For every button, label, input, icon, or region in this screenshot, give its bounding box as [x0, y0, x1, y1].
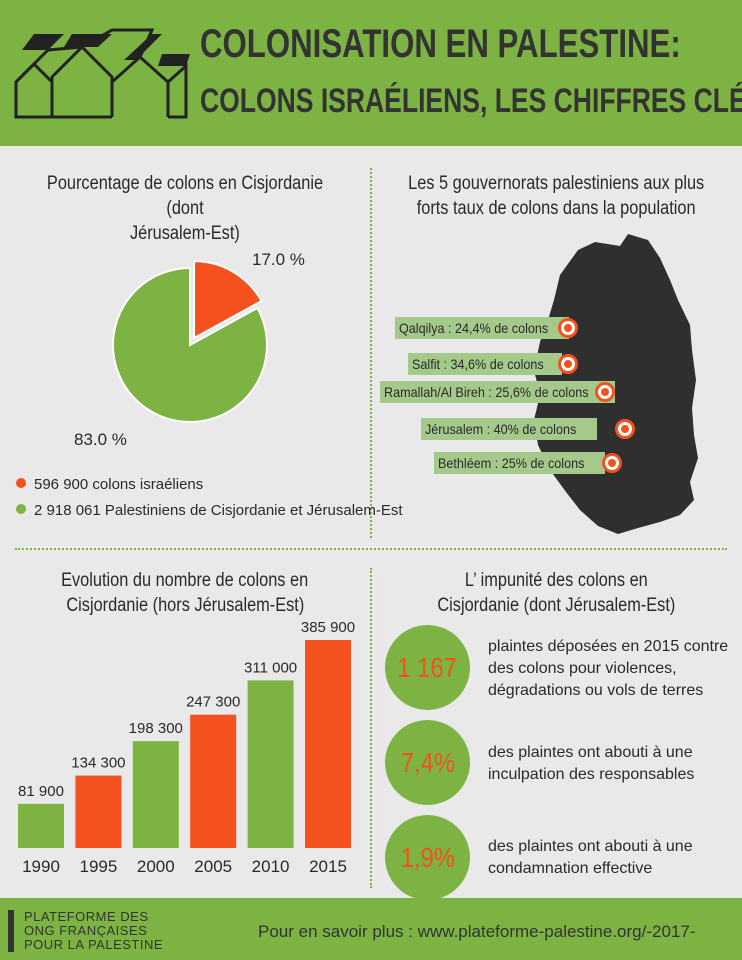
x-tick-label: 1995	[79, 857, 117, 876]
footer-banner: PLATEFORME DES ONG FRANÇAISES POUR LA PA…	[0, 898, 742, 960]
legend-item-colonists: 596 900 colons israéliens	[16, 476, 203, 493]
pie-slice	[193, 260, 263, 340]
x-tick-label: 2015	[309, 857, 347, 876]
x-tick-label: 2005	[194, 857, 232, 876]
pie-slice	[112, 266, 268, 423]
stat-description-complaints: plaintes déposées en 2015 contre des col…	[488, 638, 729, 699]
target-marker-icon	[602, 453, 622, 473]
bar-2015	[305, 640, 351, 848]
page-title-line2: COLONS ISRAÉLIENS, LES CHIFFRES CLÉS	[200, 82, 742, 120]
stat-description-indictment: des plaintes ont abouti à une inculpatio…	[488, 744, 695, 783]
impunity-section-title: L’ impunité des colons en Cisjordanie (d…	[437, 570, 675, 616]
footer-accent-bar	[8, 910, 14, 952]
bar-2010	[247, 680, 294, 848]
governorate-label-bethlehem: Bethléem : 25% de colons	[434, 452, 605, 474]
page-title-line1: COLONISATION EN PALESTINE:	[200, 22, 681, 66]
x-tick-label: 2000	[137, 857, 175, 876]
header-banner: COLONISATION EN PALESTINE: COLONS ISRAÉL…	[0, 0, 742, 146]
pie-label-palestinians: 83.0 %	[74, 430, 127, 449]
bar-value-label: 311 000	[244, 659, 297, 676]
bar-2000	[132, 741, 179, 848]
target-marker-icon	[558, 354, 578, 374]
more-info-link[interactable]: Pour en savoir plus : www.plateforme-pal…	[258, 922, 696, 941]
bar-value-label: 385 900	[301, 620, 355, 636]
governorate-label-jerusalem: Jérusalem : 40% de colons	[421, 418, 598, 440]
pie-section-title: Pourcentage de colons en Cisjordanie (do…	[46, 173, 324, 244]
colonists-bar-chart: 81 900 1990 134 300 1995 198 300 2000 247 300 2…	[18, 620, 355, 876]
section-divider-vertical-top	[370, 168, 372, 538]
governorate-label-salfit: Salfit : 34,6% de colons	[408, 353, 563, 375]
stat-circle-indictment: 7,4%	[385, 720, 470, 805]
stat-circle-complaints: 1 167	[385, 625, 470, 710]
bar-value-label: 247 300	[186, 694, 240, 711]
bar-2005	[190, 714, 237, 848]
stat-circle-conviction: 1,9%	[385, 815, 470, 900]
org-name-line3: POUR LA PALESTINE	[24, 937, 164, 952]
bar-value-label: 134 300	[71, 755, 125, 772]
map-section-title: Les 5 gouvernorats palestiniens aux plus…	[407, 173, 705, 219]
target-marker-icon	[558, 318, 578, 338]
governorate-label-qalqilya: Qalqilya : 24,4% de colons	[395, 317, 569, 339]
stat-description-conviction: des plaintes ont abouti à une condamnati…	[488, 838, 693, 877]
org-name-line1: PLATEFORME DES	[24, 909, 149, 924]
bar-section-title: Evolution du nombre de colons en Cisjord…	[61, 570, 309, 616]
bar-1990	[18, 803, 64, 848]
legend-item-palestinians: 2 918 061 Palestiniens de Cisjordanie et…	[16, 502, 403, 519]
org-name-line2: ONG FRANÇAISES	[24, 923, 148, 938]
x-tick-label: 1990	[22, 857, 60, 876]
section-divider-vertical-bottom	[370, 568, 372, 888]
bar-value-label: 198 300	[129, 720, 183, 737]
section-divider-horizontal	[15, 548, 727, 550]
target-marker-icon	[595, 382, 615, 402]
green-legend-dot-icon	[16, 504, 26, 514]
target-marker-icon	[615, 419, 635, 439]
bar-value-label: 81 900	[18, 783, 64, 800]
pie-label-colonists: 17.0 %	[252, 250, 305, 269]
x-tick-label: 2010	[252, 857, 290, 876]
bar-1995	[75, 775, 122, 848]
governorate-label-ramallah: Ramallah/Al Bireh : 25,6% de colons	[380, 381, 616, 403]
orange-legend-dot-icon	[16, 478, 26, 488]
houses-logo-icon	[14, 28, 190, 119]
colonists-pie-chart	[112, 260, 268, 423]
